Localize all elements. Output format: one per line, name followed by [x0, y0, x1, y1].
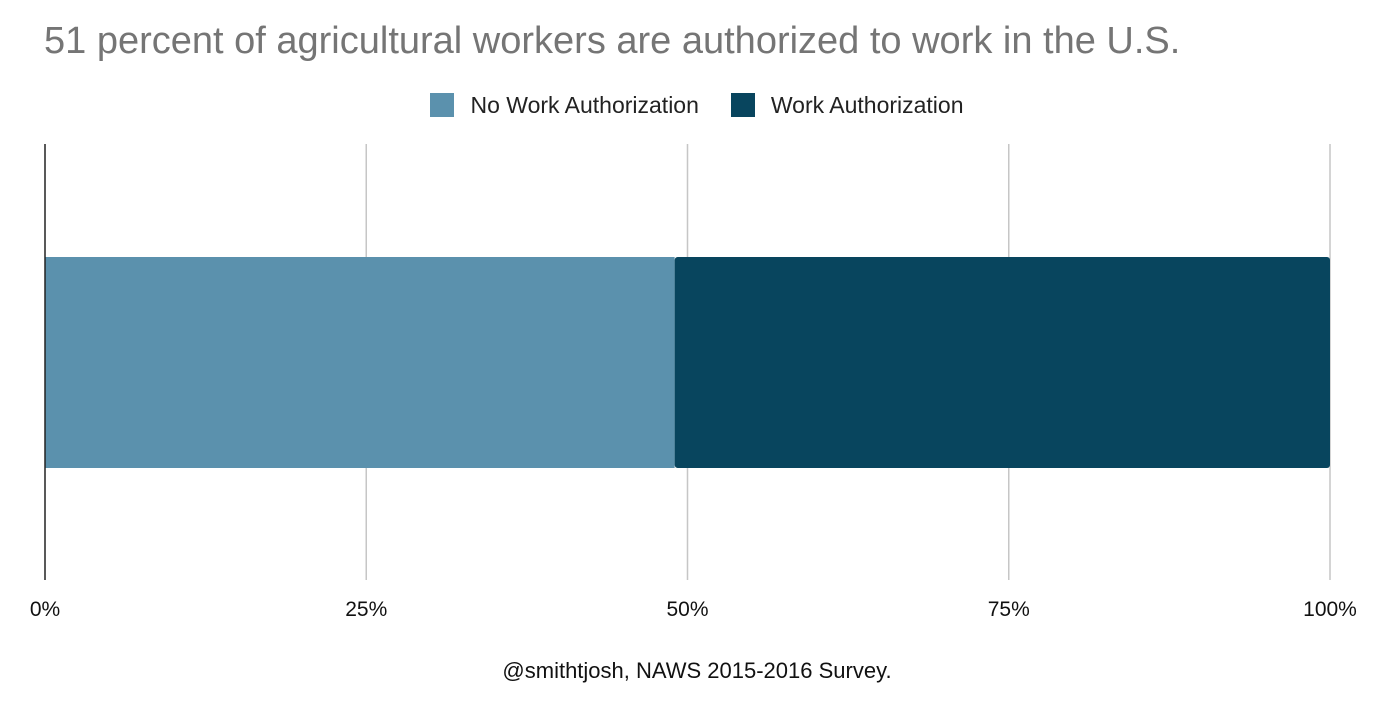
- chart-footnote: @smithtjosh, NAWS 2015-2016 Survey.: [502, 658, 892, 683]
- x-tick-label-0: 0%: [30, 598, 60, 621]
- legend: No Work Authorization Work Authorization: [0, 90, 1394, 120]
- legend-label-no-work-authorization: No Work Authorization: [470, 91, 699, 118]
- x-tick-label-100: 100%: [1303, 598, 1357, 621]
- bar-no-work-authorization: [45, 257, 675, 468]
- legend-swatch-work-authorization: [730, 93, 755, 117]
- legend-swatch-no-work-authorization: [430, 93, 455, 117]
- legend-item-no-work-authorization[interactable]: No Work Authorization: [430, 91, 699, 119]
- bar-work-authorization: [674, 257, 1330, 468]
- legend-label-work-authorization: Work Authorization: [770, 91, 964, 118]
- x-tick-label-50: 50%: [666, 598, 708, 621]
- chart-title: 51 percent of agricultural workers are a…: [44, 20, 1181, 62]
- x-tick-label-25: 25%: [345, 598, 387, 621]
- legend-item-work-authorization[interactable]: Work Authorization: [730, 91, 964, 119]
- x-tick-label-75: 75%: [988, 598, 1030, 621]
